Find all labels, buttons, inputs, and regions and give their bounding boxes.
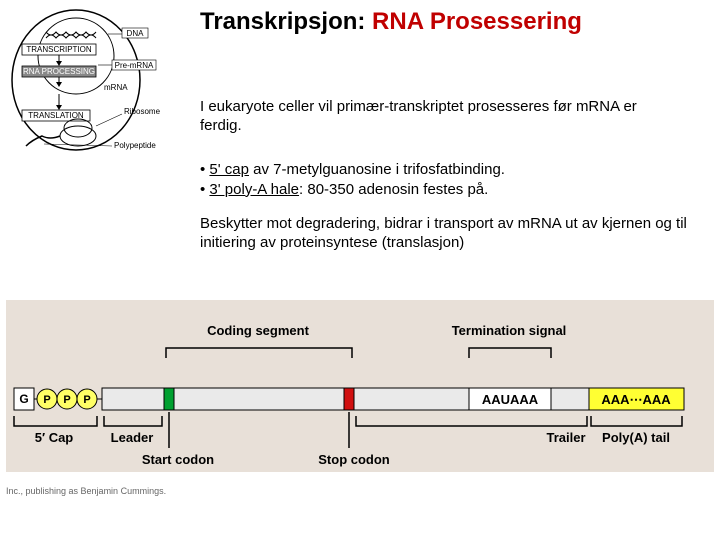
bullet-1: • 5' cap av 7-metylguanosine i trifosfat… xyxy=(200,160,670,180)
svg-text:G: G xyxy=(19,392,28,406)
stage2-label: RNA PROCESSING xyxy=(23,67,95,76)
bullet-2: • 3' poly-A hale: 80-350 adenosin festes… xyxy=(200,180,670,200)
bullet-list: • 5' cap av 7-metylguanosine i trifosfat… xyxy=(200,160,670,199)
label-start-codon: Start codon xyxy=(142,452,214,467)
svg-text:P: P xyxy=(63,394,70,406)
title-part2: RNA Prosessering xyxy=(365,8,582,35)
svg-text:P: P xyxy=(43,394,50,406)
label-polya: Poly(A) tail xyxy=(602,430,670,445)
mrna-structure-diagram: Coding segment Termination signal G P P … xyxy=(6,300,714,480)
stage1-label: TRANSCRIPTION xyxy=(26,45,92,54)
label-trailer: Trailer xyxy=(546,430,585,445)
mrna-strip: G P P P AAUAAA AAA⋯AAA xyxy=(14,388,684,410)
paragraph-2: Beskytter mot degradering, bidrar i tran… xyxy=(200,215,700,253)
label-coding-segment: Coding segment xyxy=(207,323,310,338)
label-stop-codon: Stop codon xyxy=(318,452,390,467)
label-dna: DNA xyxy=(127,29,145,38)
title-part1: Transkripsjon: xyxy=(200,8,365,35)
svg-text:AAA⋯AAA: AAA⋯AAA xyxy=(601,392,671,407)
credit-text: Inc., publishing as Benjamin Cummings. xyxy=(6,486,166,496)
label-premrna: Pre-mRNA xyxy=(115,61,154,70)
label-polypeptide: Polypeptide xyxy=(114,141,156,150)
label-leader: Leader xyxy=(111,430,154,445)
label-termination-signal: Termination signal xyxy=(452,323,567,338)
svg-text:AAUAAA: AAUAAA xyxy=(482,392,539,407)
paragraph-1: I eukaryote celler vil primær-transkript… xyxy=(200,98,670,136)
cell-process-diagram: TRANSCRIPTION Pre-mRNA RNA PROCESSING mR… xyxy=(6,8,184,163)
svg-text:P: P xyxy=(83,394,90,406)
label-ribosome: Ribosome xyxy=(124,107,161,116)
label-mrna: mRNA xyxy=(104,83,128,92)
page-title: Transkripsjon: RNA Prosessering xyxy=(200,8,582,36)
label-5cap: 5′ Cap xyxy=(35,430,74,445)
